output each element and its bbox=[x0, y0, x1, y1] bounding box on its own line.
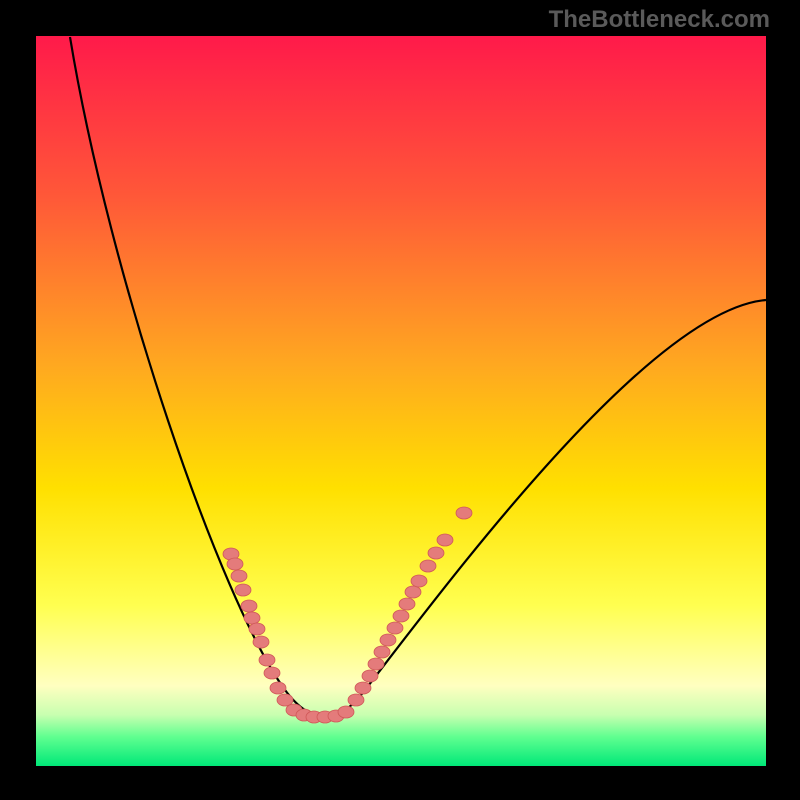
data-marker bbox=[264, 667, 280, 679]
data-marker bbox=[259, 654, 275, 666]
data-marker bbox=[374, 646, 390, 658]
data-marker bbox=[270, 682, 286, 694]
bottleneck-curve bbox=[70, 37, 766, 716]
data-marker bbox=[253, 636, 269, 648]
chart-svg bbox=[36, 36, 766, 766]
data-marker bbox=[380, 634, 396, 646]
data-marker bbox=[362, 670, 378, 682]
data-marker bbox=[456, 507, 472, 519]
data-marker bbox=[338, 706, 354, 718]
plot-area bbox=[36, 36, 766, 766]
data-marker bbox=[428, 547, 444, 559]
data-marker bbox=[235, 584, 251, 596]
data-marker bbox=[411, 575, 427, 587]
data-marker bbox=[405, 586, 421, 598]
data-marker bbox=[249, 623, 265, 635]
data-marker bbox=[399, 598, 415, 610]
data-marker bbox=[355, 682, 371, 694]
data-marker bbox=[437, 534, 453, 546]
data-marker bbox=[241, 600, 257, 612]
data-marker bbox=[420, 560, 436, 572]
data-marker bbox=[368, 658, 384, 670]
data-marker bbox=[227, 558, 243, 570]
data-marker bbox=[244, 612, 260, 624]
data-marker bbox=[387, 622, 403, 634]
data-marker bbox=[231, 570, 247, 582]
data-marker bbox=[348, 694, 364, 706]
watermark-label: TheBottleneck.com bbox=[549, 6, 770, 34]
data-marker bbox=[393, 610, 409, 622]
chart-container: TheBottleneck.com bbox=[0, 0, 800, 800]
